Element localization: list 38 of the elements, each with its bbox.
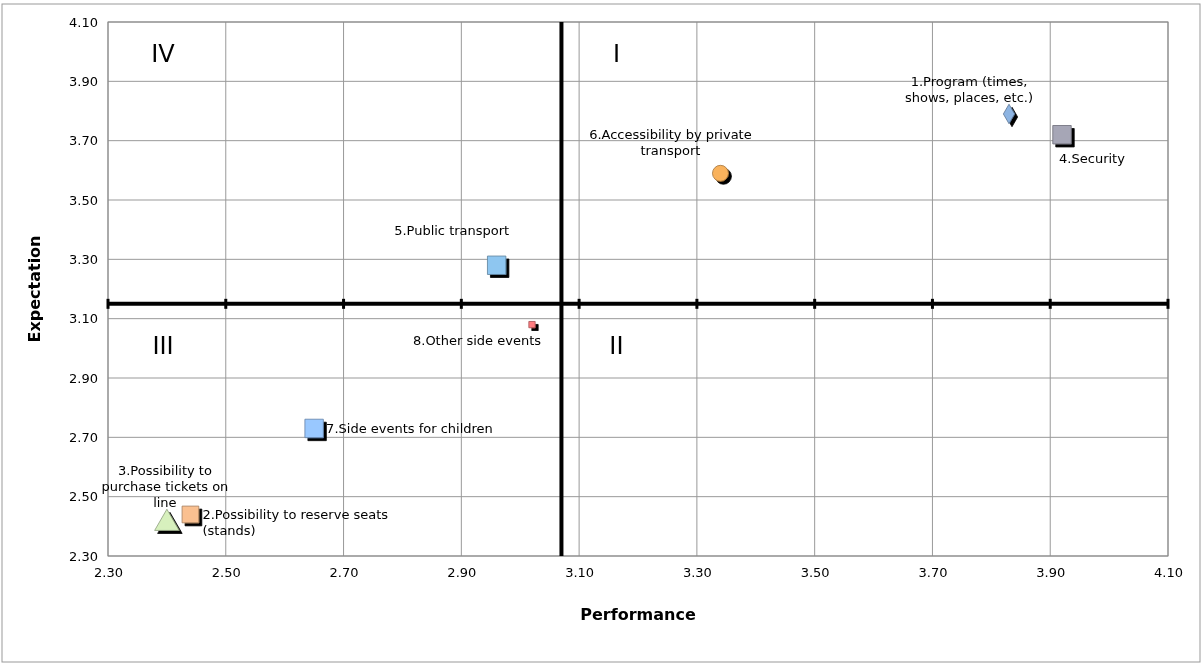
x-tick-label: 3.30 xyxy=(682,565,712,581)
point xyxy=(1052,125,1072,145)
x-axis-title: Performance xyxy=(580,605,696,624)
series-label: 5.Public transport xyxy=(394,223,510,239)
y-tick-label: 2.30 xyxy=(69,548,98,564)
y-tick-label: 3.70 xyxy=(69,133,98,149)
y-tick-label: 2.50 xyxy=(69,489,98,505)
x-tick-label: 2.90 xyxy=(447,565,477,581)
y-tick-label: 4.10 xyxy=(69,14,98,30)
series-label: 4.Security xyxy=(1059,150,1126,166)
x-tick-label: 3.90 xyxy=(1036,565,1066,581)
x-tick-label: 2.70 xyxy=(329,565,359,581)
y-axis-title: Expectation xyxy=(25,235,44,343)
x-tick-label: 2.50 xyxy=(211,565,241,581)
x-tick-label: 2.30 xyxy=(94,565,123,581)
series-label: 8.Other side events xyxy=(412,332,542,348)
y-tick-label: 3.30 xyxy=(69,251,98,267)
annotation: IV xyxy=(151,40,176,68)
x-tick-label: 4.10 xyxy=(1154,565,1183,581)
y-tick-label: 3.90 xyxy=(69,73,98,89)
point xyxy=(304,418,324,439)
point xyxy=(487,255,507,275)
x-tick-label: 3.70 xyxy=(918,565,948,581)
annotation: I xyxy=(612,40,620,68)
series-label: 7.Side events for children xyxy=(326,421,493,437)
x-tick-label: 3.50 xyxy=(800,565,830,581)
y-tick-label: 2.70 xyxy=(69,429,98,445)
annotation: III xyxy=(152,331,174,360)
y-tick-label: 3.50 xyxy=(69,192,98,208)
x-tick-label: 3.10 xyxy=(565,565,595,581)
text: 6.Accessibility by private transport xyxy=(589,127,752,159)
point xyxy=(181,505,200,524)
point xyxy=(712,164,729,182)
annotation: II xyxy=(609,331,624,360)
series-label: 1.Program (times, shows, places, etc.) xyxy=(904,73,1034,105)
y-tick-label: 3.10 xyxy=(69,311,98,327)
y-tick-label: 2.90 xyxy=(69,370,98,386)
point xyxy=(528,321,536,329)
